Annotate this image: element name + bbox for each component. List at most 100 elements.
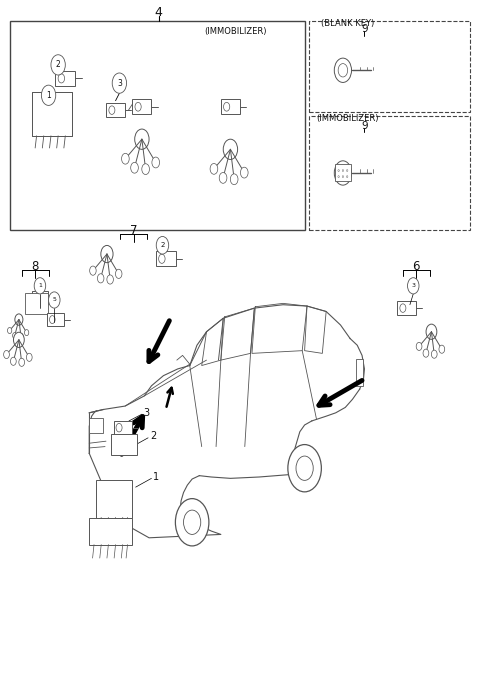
Text: 2: 2 [150, 431, 156, 441]
Circle shape [4, 351, 10, 359]
Circle shape [15, 314, 23, 325]
Text: 3: 3 [411, 283, 415, 288]
Text: 6: 6 [412, 261, 420, 274]
Text: 4: 4 [155, 6, 163, 20]
Circle shape [416, 343, 422, 351]
Circle shape [334, 161, 351, 185]
Circle shape [296, 456, 313, 481]
Text: 1: 1 [46, 91, 51, 100]
Circle shape [288, 445, 322, 492]
Circle shape [116, 269, 122, 278]
Bar [89, 418, 103, 433]
Circle shape [342, 175, 344, 177]
Circle shape [97, 274, 104, 283]
Circle shape [34, 278, 46, 294]
Bar [221, 100, 240, 114]
Bar [10, 21, 305, 230]
Circle shape [101, 246, 113, 263]
Bar [32, 92, 72, 136]
Bar [89, 517, 132, 544]
Text: 3: 3 [144, 408, 150, 418]
Text: (IMMOBILIZER): (IMMOBILIZER) [316, 114, 379, 123]
Circle shape [158, 255, 165, 263]
Circle shape [439, 345, 444, 353]
Circle shape [112, 73, 127, 93]
Bar [24, 292, 48, 314]
Circle shape [400, 304, 406, 312]
Circle shape [131, 162, 138, 173]
Circle shape [8, 328, 12, 334]
Bar [32, 292, 48, 305]
Circle shape [48, 292, 60, 308]
Bar [132, 100, 151, 114]
Bar [114, 420, 132, 435]
Circle shape [109, 106, 115, 114]
Circle shape [34, 294, 39, 302]
Circle shape [12, 332, 17, 338]
Circle shape [13, 332, 24, 347]
Circle shape [175, 499, 209, 546]
Bar [397, 301, 416, 315]
Circle shape [338, 64, 348, 77]
Circle shape [142, 164, 149, 175]
Bar [310, 116, 470, 230]
Circle shape [107, 275, 113, 284]
Circle shape [152, 157, 159, 168]
Circle shape [219, 173, 227, 183]
Text: 2: 2 [160, 242, 165, 248]
Text: 2: 2 [56, 60, 60, 69]
Circle shape [116, 423, 122, 432]
Circle shape [135, 102, 141, 111]
Circle shape [347, 169, 348, 171]
Bar [356, 359, 363, 386]
Circle shape [135, 129, 149, 150]
Circle shape [156, 236, 168, 254]
Text: (BLANK KEY): (BLANK KEY) [321, 19, 374, 28]
Text: 9: 9 [361, 24, 368, 34]
Bar [178, 29, 293, 225]
Circle shape [432, 350, 437, 358]
Text: 3: 3 [117, 79, 122, 87]
Circle shape [338, 167, 348, 179]
Bar [310, 21, 470, 112]
Text: (IMMOBILIZER): (IMMOBILIZER) [204, 27, 266, 37]
Circle shape [121, 153, 129, 164]
Bar [335, 165, 351, 181]
Circle shape [224, 102, 230, 111]
Circle shape [49, 315, 55, 324]
Circle shape [223, 139, 238, 160]
Bar [32, 92, 72, 136]
Circle shape [58, 74, 65, 83]
Bar [111, 435, 137, 455]
Bar [96, 481, 132, 517]
Text: 8: 8 [32, 261, 39, 274]
Circle shape [423, 349, 429, 357]
Bar [55, 71, 75, 86]
Circle shape [230, 174, 238, 185]
Circle shape [338, 169, 339, 171]
Text: 1: 1 [38, 283, 42, 288]
Text: 5: 5 [52, 297, 56, 303]
Circle shape [338, 175, 339, 177]
Circle shape [90, 266, 96, 276]
Bar [156, 251, 176, 266]
Bar [107, 103, 125, 117]
Circle shape [19, 358, 24, 366]
Circle shape [19, 333, 23, 339]
Text: 1: 1 [153, 472, 159, 482]
Text: 7: 7 [130, 224, 137, 237]
Text: 9: 9 [361, 121, 368, 131]
Circle shape [41, 85, 56, 106]
Circle shape [408, 278, 419, 294]
Bar [47, 313, 64, 326]
Circle shape [210, 163, 218, 174]
Circle shape [24, 330, 29, 336]
Circle shape [26, 353, 32, 362]
Circle shape [183, 510, 201, 534]
Circle shape [334, 58, 351, 83]
Circle shape [426, 324, 437, 339]
Circle shape [240, 167, 248, 178]
Circle shape [51, 55, 65, 75]
Circle shape [342, 169, 344, 171]
Circle shape [347, 175, 348, 177]
